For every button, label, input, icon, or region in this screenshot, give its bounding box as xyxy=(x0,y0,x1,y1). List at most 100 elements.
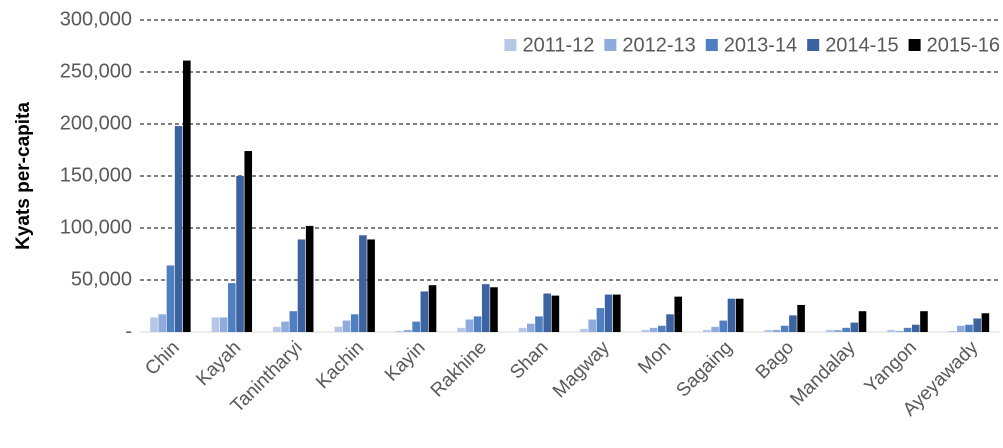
bar xyxy=(842,327,850,332)
bar xyxy=(281,321,289,332)
bar xyxy=(965,324,973,332)
bar xyxy=(412,321,420,332)
bar xyxy=(219,317,228,332)
x-tick-label: Chin xyxy=(141,337,183,379)
bar xyxy=(596,308,605,332)
bar xyxy=(956,325,965,332)
bar xyxy=(973,318,981,332)
bar xyxy=(735,298,744,332)
y-axis-label: Kyats per-capita xyxy=(13,102,34,250)
bar xyxy=(457,327,465,332)
y-tick-label: 300,000 xyxy=(60,8,132,30)
x-tick-label: Shan xyxy=(506,337,552,383)
legend-swatch xyxy=(604,39,617,51)
bar xyxy=(236,176,244,332)
bar xyxy=(674,296,683,332)
bar xyxy=(465,319,474,332)
bar xyxy=(981,313,990,332)
bar xyxy=(481,284,490,332)
y-tick-label: 50,000 xyxy=(71,268,132,290)
x-tick-label: Kayah xyxy=(192,337,245,390)
bar xyxy=(666,314,674,332)
bar xyxy=(350,314,359,332)
bar xyxy=(289,311,298,332)
legend-swatch xyxy=(504,39,517,51)
bar xyxy=(858,311,867,332)
bar xyxy=(588,319,597,332)
bar xyxy=(780,325,789,332)
bar xyxy=(490,287,498,332)
bar xyxy=(825,329,834,332)
bar xyxy=(166,265,175,332)
legend-label: 2014-15 xyxy=(825,34,898,56)
bar xyxy=(551,295,560,332)
bar xyxy=(604,294,613,332)
legend-swatch xyxy=(908,39,921,51)
bar xyxy=(420,291,429,332)
bar xyxy=(543,293,551,332)
bar xyxy=(920,311,928,332)
bar xyxy=(174,126,183,332)
bar xyxy=(305,225,314,332)
bar xyxy=(789,315,797,332)
bar xyxy=(535,316,543,332)
bar xyxy=(764,329,773,332)
bar xyxy=(797,304,805,332)
bar xyxy=(395,330,404,332)
bar xyxy=(150,317,158,332)
bar xyxy=(911,324,920,332)
bar xyxy=(359,235,367,332)
bar xyxy=(518,327,527,332)
bar xyxy=(211,317,220,332)
bar xyxy=(703,329,711,332)
legend-label: 2012-13 xyxy=(622,34,695,56)
bar xyxy=(895,330,904,332)
bar xyxy=(183,60,191,333)
x-tick-label: Mon xyxy=(634,337,675,378)
bar xyxy=(711,326,719,332)
y-tick-label: 250,000 xyxy=(60,60,132,82)
bar xyxy=(772,329,781,332)
bar xyxy=(948,330,957,332)
y-tick-label: 150,000 xyxy=(60,164,132,186)
x-tick-label: Kayin xyxy=(381,337,429,385)
x-tick-label: Yangon xyxy=(861,337,921,397)
bar xyxy=(297,239,306,332)
y-tick-label: 200,000 xyxy=(60,112,132,134)
bar xyxy=(473,316,482,332)
bar xyxy=(228,283,236,332)
bar xyxy=(244,151,253,332)
bar xyxy=(367,239,375,332)
bar xyxy=(649,327,658,332)
x-tick-label: Rakhine xyxy=(427,337,491,401)
legend-swatch xyxy=(705,39,718,51)
bar xyxy=(613,294,621,332)
bar xyxy=(658,325,666,332)
bar xyxy=(273,326,281,332)
legend-label: 2015-16 xyxy=(927,34,1000,56)
legend-label: 2011-12 xyxy=(522,34,594,56)
bar xyxy=(719,320,728,332)
bar xyxy=(404,329,412,332)
bar xyxy=(342,320,351,332)
legend-swatch xyxy=(807,39,820,51)
bar xyxy=(727,298,736,332)
bar xyxy=(428,285,437,332)
y-tick-label: 100,000 xyxy=(60,216,132,238)
x-tick-label: Kachin xyxy=(312,337,368,393)
bar xyxy=(641,329,650,332)
bar xyxy=(526,323,535,332)
y-tick-label: - xyxy=(125,320,132,342)
bar xyxy=(334,326,343,332)
legend-label: 2013-14 xyxy=(724,34,797,56)
bar xyxy=(158,314,167,332)
bar xyxy=(850,322,859,332)
x-tick-label: Bago xyxy=(752,337,798,383)
bar xyxy=(887,329,895,332)
bar xyxy=(834,329,842,332)
bar xyxy=(903,327,912,332)
x-tick-label: Sagaing xyxy=(672,337,736,401)
bar xyxy=(580,328,588,332)
x-tick-label: Magway xyxy=(549,337,614,402)
